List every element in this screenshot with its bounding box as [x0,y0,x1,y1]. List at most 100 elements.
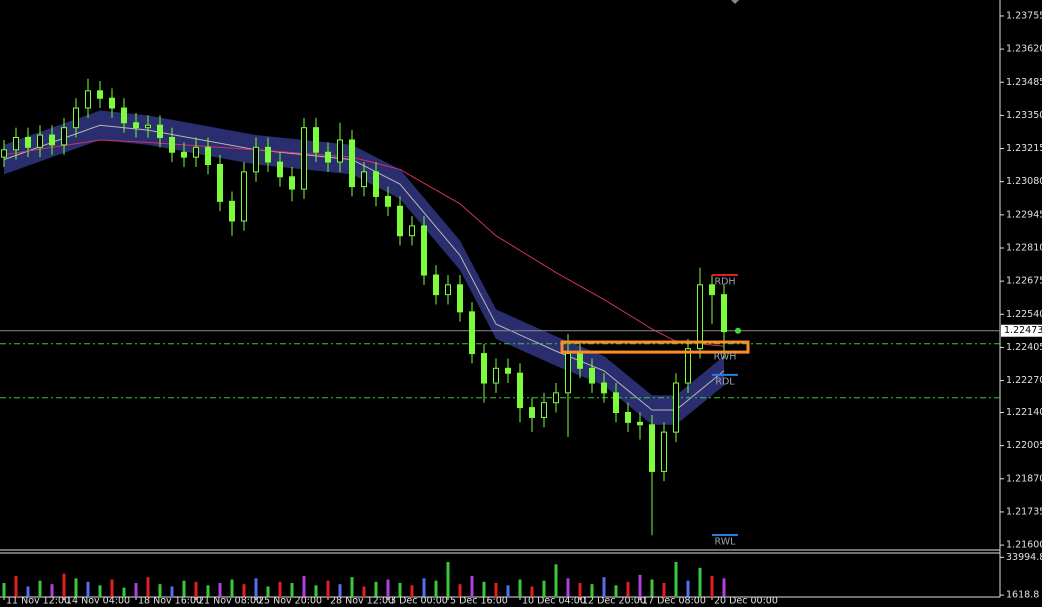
candle-body [565,353,571,394]
volume-bar [194,581,198,597]
volume-bar [446,562,450,597]
volume-bar [602,577,606,597]
volume-bar [230,579,234,597]
shift-marker [731,0,739,4]
volume-bar [50,584,54,597]
volume-bar [386,579,390,597]
candle-body [637,421,643,426]
volume-bar [254,578,258,597]
candle-body [373,171,379,197]
volume-bar [74,578,78,597]
y-tick-label: 1.22140 [1006,407,1042,418]
candle-body [313,127,319,153]
x-tick-label: 18 Nov 16:00 [138,596,202,607]
volume-bar [410,585,414,597]
y-tick-label: 1.22675 [1006,276,1042,287]
x-tick-label: 10 Dec 04:00 [522,596,586,607]
candle-body [13,137,19,151]
candle-body [145,124,151,129]
candle-body [697,284,703,350]
volume-bar [62,573,66,597]
y-tick-label: 1.22945 [1006,209,1042,220]
volume-bar [182,580,186,597]
x-tick-label: 12 Dec 20:00 [582,596,646,607]
candle-body [169,137,175,153]
candle-body [433,274,439,296]
candle-body [193,146,199,158]
y-tick-label: 1.22270 [1006,375,1042,386]
level-label: RDL [715,376,735,387]
volume-bar [98,585,102,597]
volume-bar [290,583,294,597]
candle-body [649,424,655,472]
candle-body [541,402,547,418]
candle-body [289,176,295,190]
volume-bar [350,577,354,597]
candle-body [241,171,247,222]
x-tick-label: 3 Dec 00:00 [390,596,448,607]
volume-bar [662,583,666,597]
x-tick-label: 20 Dec 00:00 [714,596,778,607]
candle-body [49,134,55,146]
candle-body [25,137,31,148]
candle-body [553,392,559,404]
candle-body [325,151,331,163]
candle-body [625,412,631,423]
volume-bar [206,585,210,597]
volume-bar [434,580,438,597]
candle-body [457,284,463,313]
volume-bar [494,583,498,597]
candle-body [121,107,127,124]
candle-body [613,392,619,414]
volume-bar [158,584,162,597]
level-label: RWL [715,537,737,548]
last-price-label: 1.22473 [1004,325,1042,336]
candle-body [73,107,79,129]
candle-body [721,294,727,332]
volume-bar [710,576,714,597]
volume-bar [542,580,546,597]
candle-body [481,353,487,384]
volume-bar [530,586,534,597]
y-tick-label: 1.23755 [1006,10,1042,21]
volume-bar [122,587,126,597]
volume-bar [650,579,654,597]
y-tick-label: 1.23215 [1006,143,1042,154]
volume-bar [470,576,474,597]
y-tick-label: 1.23485 [1006,77,1042,88]
y-tick-label: 1.22810 [1006,242,1042,253]
candle-body [709,284,715,296]
candle-body [37,134,43,148]
volume-bar [578,583,582,597]
volume-bar [554,564,558,597]
volume-bar [326,580,330,597]
candle-body [61,127,67,146]
candle-body [361,171,367,188]
volume-bar [722,578,726,597]
candle-body [469,311,475,355]
volume-bar [218,583,222,597]
volume-bar [362,586,366,597]
volume-bar [458,584,462,597]
candle-body [265,146,271,163]
candle-body [301,127,307,190]
volume-bar [2,583,6,597]
candle-body [529,407,535,418]
candle-body [601,382,607,394]
candle-body [493,367,499,384]
volume-bar [506,585,510,597]
volume-bar [590,584,594,597]
candle-body [445,284,451,296]
volume-bar [38,580,42,597]
x-tick-label: 21 Nov 08:00 [198,596,262,607]
volume-bar [422,578,426,597]
candle-body [421,225,427,276]
candle-body [217,164,223,202]
volume-bar [674,562,678,597]
candle-body [685,348,691,384]
candle-body [181,151,187,158]
y-tick-label: 1.23620 [1006,44,1042,55]
volume-bar [110,579,114,597]
y-tick-label: 1.23350 [1006,110,1042,121]
